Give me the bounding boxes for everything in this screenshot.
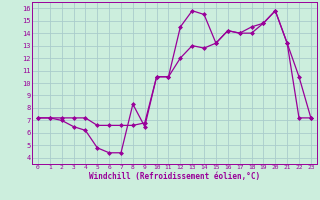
X-axis label: Windchill (Refroidissement éolien,°C): Windchill (Refroidissement éolien,°C)	[89, 172, 260, 181]
